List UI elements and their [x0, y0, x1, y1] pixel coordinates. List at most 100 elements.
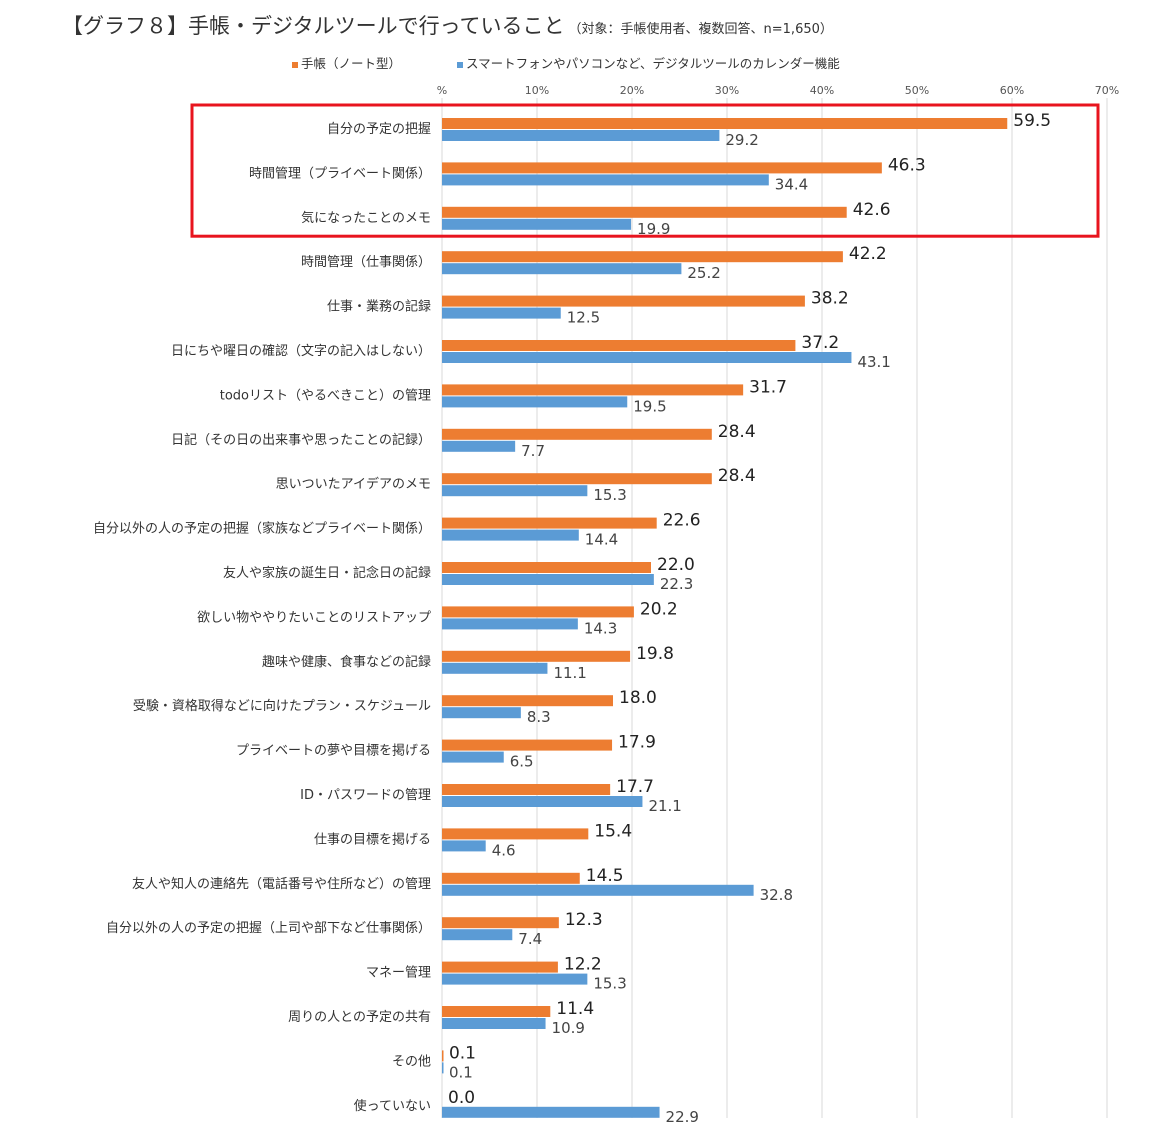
category-label-18: 自分以外の人の予定の把握（上司や部下など仕事関係）: [106, 921, 431, 936]
highlight-box: [190, 103, 1100, 238]
value-label-digital-14: 6.5: [510, 753, 534, 771]
value-label-digital-3: 25.2: [687, 264, 720, 282]
bar-notebook-18: [442, 917, 559, 929]
value-label-notebook-2: 42.6: [853, 200, 891, 220]
value-label-notebook-6: 31.7: [749, 377, 787, 397]
value-label-digital-1: 34.4: [775, 175, 808, 193]
legend-swatch-1: [457, 62, 463, 68]
bar-digital-11: [442, 618, 578, 630]
x-tick-label-6: 60%: [1000, 84, 1024, 97]
value-label-digital-10: 22.3: [660, 575, 693, 593]
x-tick-label-0: %: [437, 84, 447, 97]
value-label-notebook-7: 28.4: [718, 422, 756, 442]
bar-digital-1: [442, 174, 769, 186]
category-label-17: 友人や知人の連絡先（電話番号や住所など）の管理: [132, 876, 431, 892]
chart-title: 【グラフ８】手帳・デジタルツールで行っていること （対象：手帳使用者、複数回答、n…: [62, 10, 833, 40]
bar-digital-10: [442, 574, 654, 585]
category-label-19: マネー管理: [366, 966, 431, 981]
category-label-21: その他: [392, 1054, 431, 1069]
bar-digital-20: [442, 1018, 546, 1029]
value-label-notebook-0: 59.5: [1013, 111, 1051, 131]
bar-digital-19: [442, 973, 588, 985]
bar-notebook-5: [442, 340, 796, 351]
category-label-16: 仕事の目標を掲げる: [314, 831, 431, 847]
category-label-0: 自分の予定の把握: [327, 122, 431, 137]
legend-swatch-0: [292, 62, 298, 68]
bar-notebook-1: [442, 162, 882, 174]
value-label-digital-18: 7.4: [518, 930, 542, 948]
bar-digital-18: [442, 929, 513, 941]
bar-notebook-6: [442, 384, 744, 396]
value-label-notebook-11: 20.2: [640, 599, 678, 619]
bar-digital-17: [442, 884, 754, 896]
value-label-notebook-12: 19.8: [636, 644, 674, 664]
value-label-notebook-14: 17.9: [618, 733, 656, 753]
value-label-digital-11: 14.3: [584, 619, 617, 637]
category-label-22: 使っていない: [354, 1098, 431, 1114]
category-label-14: プライベートの夢や目標を掲げる: [236, 743, 431, 759]
category-label-8: 思いついたアイデアのメモ: [276, 476, 431, 492]
value-label-notebook-15: 17.7: [616, 777, 654, 797]
bar-digital-6: [442, 396, 628, 408]
value-label-notebook-4: 38.2: [811, 289, 849, 309]
value-label-notebook-17: 14.5: [586, 866, 624, 886]
bar-notebook-14: [442, 739, 613, 751]
bar-notebook-4: [442, 295, 805, 307]
value-label-digital-2: 19.9: [637, 220, 670, 238]
value-label-digital-4: 12.5: [567, 309, 600, 327]
value-label-notebook-10: 22.0: [657, 555, 695, 575]
bar-digital-9: [442, 529, 579, 541]
chart-title-main: 【グラフ８】手帳・デジタルツールで行っていること: [62, 14, 565, 38]
bar-notebook-20: [442, 1006, 551, 1017]
bar-digital-15: [442, 796, 643, 807]
category-label-1: 時間管理（プライベート関係）: [249, 166, 431, 181]
category-label-13: 受験・資格取得などに向けたプラン・スケジュール: [133, 698, 431, 714]
category-label-15: ID・パスワードの管理: [300, 788, 431, 803]
value-label-digital-19: 15.3: [593, 975, 626, 993]
category-label-2: 気になったことのメモ: [301, 210, 431, 226]
bar-digital-3: [442, 263, 682, 275]
value-label-notebook-19: 12.2: [564, 955, 602, 975]
bar-notebook-2: [442, 206, 847, 218]
value-label-digital-0: 29.2: [725, 131, 758, 149]
bar-notebook-11: [442, 606, 634, 618]
value-label-digital-22: 22.9: [666, 1108, 699, 1125]
value-label-notebook-21: 0.1: [449, 1043, 476, 1063]
value-label-digital-8: 15.3: [593, 486, 626, 504]
value-label-digital-15: 21.1: [648, 797, 681, 815]
bar-digital-0: [442, 130, 720, 141]
category-label-11: 欲しい物ややりたいことのリストアップ: [197, 609, 431, 625]
value-label-notebook-13: 18.0: [619, 688, 657, 708]
bar-notebook-3: [442, 251, 843, 263]
bar-digital-22: [442, 1106, 660, 1118]
value-label-digital-12: 11.1: [553, 664, 586, 682]
legend-label-1: スマートフォンやパソコンなど、デジタルツールのカレンダー機能: [466, 56, 840, 71]
value-label-notebook-9: 22.6: [663, 511, 701, 531]
value-label-digital-16: 4.6: [492, 841, 516, 859]
bar-digital-13: [442, 707, 521, 719]
value-label-notebook-3: 42.2: [849, 244, 887, 264]
bar-notebook-0: [442, 118, 1008, 129]
category-label-3: 時間管理（仕事関係）: [301, 255, 431, 270]
category-label-9: 自分以外の人の予定の把握（家族などプライベート関係）: [93, 521, 431, 537]
value-label-notebook-16: 15.4: [594, 821, 632, 841]
x-tick-label-5: 50%: [905, 84, 929, 97]
category-label-5: 日にちや曜日の確認（文字の記入はしない）: [171, 343, 431, 359]
value-label-notebook-1: 46.3: [888, 155, 926, 175]
value-label-notebook-22: 0.0: [448, 1088, 475, 1108]
x-tick-label-7: 70%: [1095, 84, 1119, 97]
value-label-digital-5: 43.1: [857, 353, 890, 371]
x-tick-label-2: 20%: [620, 84, 644, 97]
value-label-digital-9: 14.4: [585, 531, 618, 549]
value-label-digital-17: 32.8: [760, 886, 793, 904]
bar-digital-21: [442, 1062, 444, 1074]
category-label-6: todoリスト（やるべきこと）の管理: [220, 388, 431, 403]
value-label-digital-6: 19.5: [633, 397, 666, 415]
bar-notebook-13: [442, 695, 613, 707]
bar-notebook-17: [442, 872, 580, 884]
chart-subtitle: （対象：手帳使用者、複数回答、n=1,650）: [568, 22, 833, 37]
value-label-notebook-8: 28.4: [718, 466, 756, 486]
bar-notebook-12: [442, 650, 631, 662]
value-label-digital-13: 8.3: [527, 708, 551, 726]
